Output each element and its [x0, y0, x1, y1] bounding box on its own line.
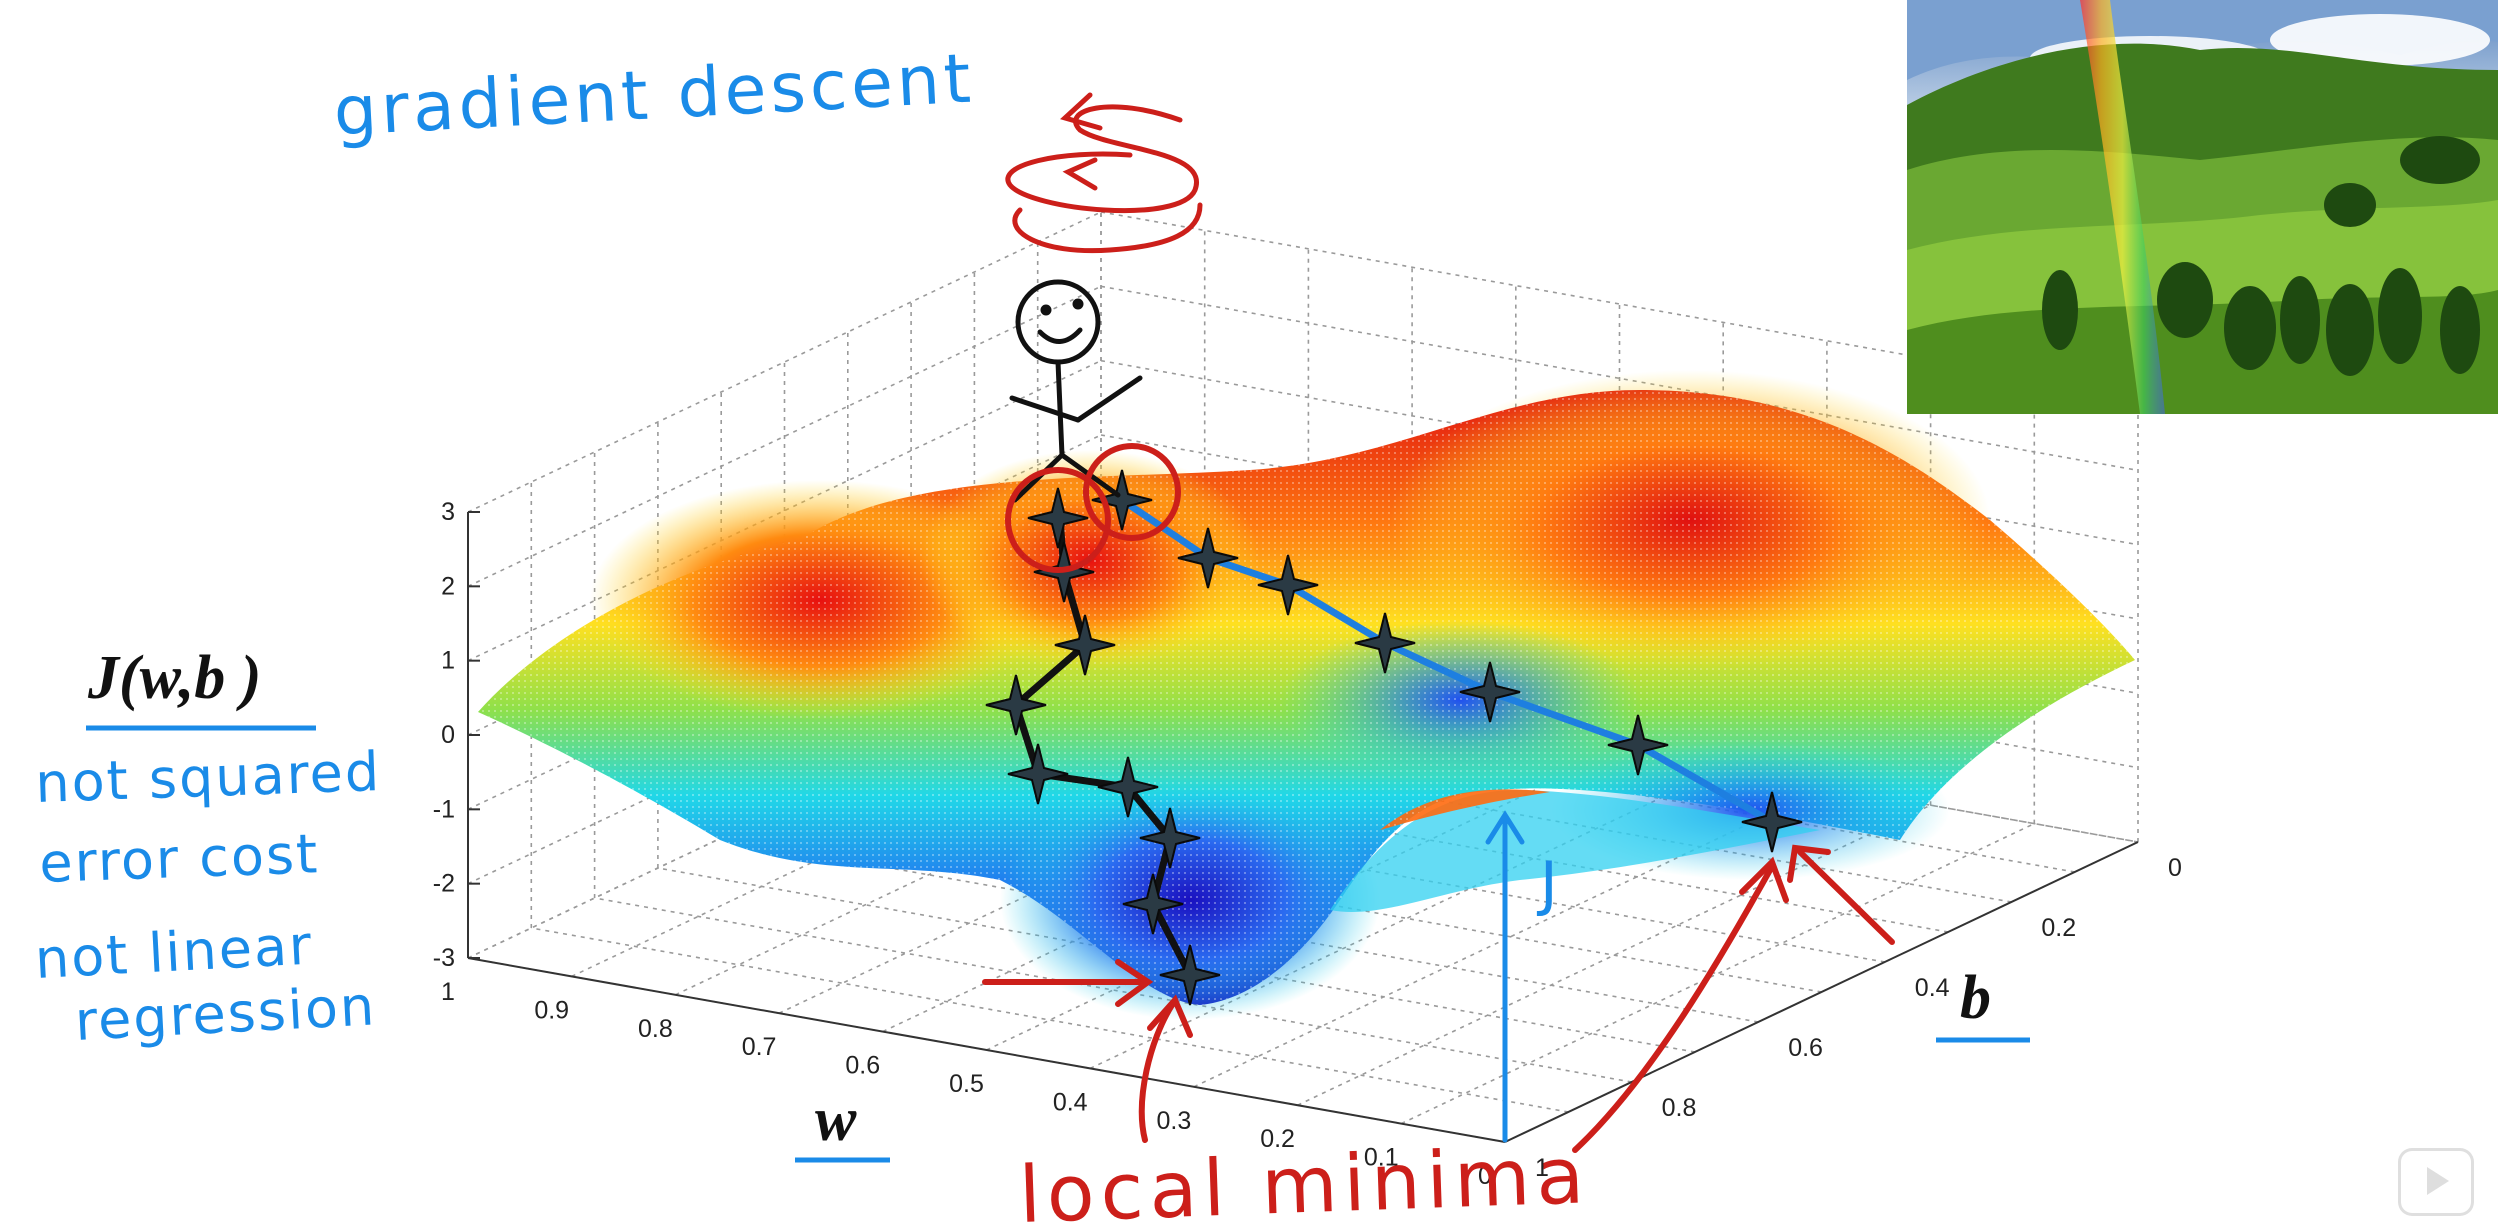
b-tick-label: 0.4 [1915, 974, 1950, 1002]
w-tick-label: 0.1 [1364, 1144, 1399, 1172]
z-tick-label: 1 [441, 647, 455, 675]
w-axis-ticks: 1 0.9 0.8 0.7 0.6 0.5 0.4 0.3 0.2 0.1 0 [441, 978, 1492, 1190]
step-star-icon [1097, 756, 1159, 818]
turning-around-icon [1005, 92, 1203, 254]
w-tick-label: 1 [441, 978, 455, 1006]
w-tick-label: 0.2 [1260, 1125, 1295, 1153]
b-tick-label: 0 [2168, 854, 2182, 882]
note-not-squared: not squared [34, 740, 382, 815]
b-axis-ticks: 0 0.2 0.4 0.6 0.8 1 [1535, 854, 2182, 1182]
local-minima-annotation: local minima [1018, 1131, 1592, 1224]
b-tick-label: 0.2 [2041, 914, 2076, 942]
note-regression: regression [73, 974, 377, 1053]
w-tick-label: 0.9 [534, 996, 569, 1024]
step-star-icon [1122, 873, 1184, 935]
w-tick-label: 0.5 [949, 1070, 984, 1098]
z-tick-label: 3 [441, 498, 455, 526]
step-star-icon [1459, 661, 1521, 723]
b-tick-label: 0.8 [1662, 1094, 1697, 1122]
step-star-icon [1007, 743, 1069, 805]
step-star-icon [1091, 469, 1153, 531]
step-star-icon [1257, 554, 1319, 616]
b-tick-label: 0.6 [1788, 1034, 1823, 1062]
step-star-icon [1354, 612, 1416, 674]
step-star-icon [1054, 614, 1116, 676]
step-star-icon [1741, 791, 1803, 853]
step-star-icon [985, 674, 1047, 736]
title-annotation: gradient descent [332, 40, 977, 152]
z-tick-label: -1 [433, 795, 455, 823]
w-tick-label: 0.7 [742, 1033, 777, 1061]
w-tick-label: 0.8 [638, 1015, 673, 1043]
z-axis-ticks: 3 2 1 0 -1 -2 -3 [433, 498, 480, 972]
note-error-cost: error cost [38, 822, 320, 895]
w-axis-label: w [815, 1086, 857, 1154]
note-not-linear: not linear [33, 914, 314, 991]
w-tick-label: 0.3 [1157, 1107, 1192, 1135]
cost-surface [478, 370, 2135, 1020]
landscape-photo [1907, 0, 2498, 414]
step-star-icon [1159, 944, 1221, 1006]
j-height-arrow [1485, 810, 1525, 1143]
w-tick-label: 0.6 [845, 1052, 880, 1080]
step-star-icon [1027, 487, 1089, 549]
step-star-icon [1607, 714, 1669, 776]
z-tick-label: -3 [433, 944, 455, 972]
w-tick-label: 0.4 [1053, 1088, 1088, 1116]
z-tick-label: 2 [441, 572, 455, 600]
j-label: J [1536, 849, 1558, 919]
w-tick-label: 0 [1478, 1162, 1492, 1190]
z-tick-label: 0 [441, 721, 455, 749]
local-minima-arrows [982, 844, 1895, 1153]
step-star-icon [1139, 807, 1201, 869]
play-icon[interactable] [2398, 1148, 2474, 1216]
step-star-icon [1177, 527, 1239, 589]
b-tick-label: 1 [1535, 1154, 1549, 1182]
stick-figure-icon [1009, 279, 1143, 503]
z-tick-label: -2 [433, 870, 455, 898]
z-axis-label: J(w,b ) [87, 644, 261, 712]
b-axis-label: b [1960, 964, 1991, 1032]
start-point-markers [1005, 443, 1181, 573]
